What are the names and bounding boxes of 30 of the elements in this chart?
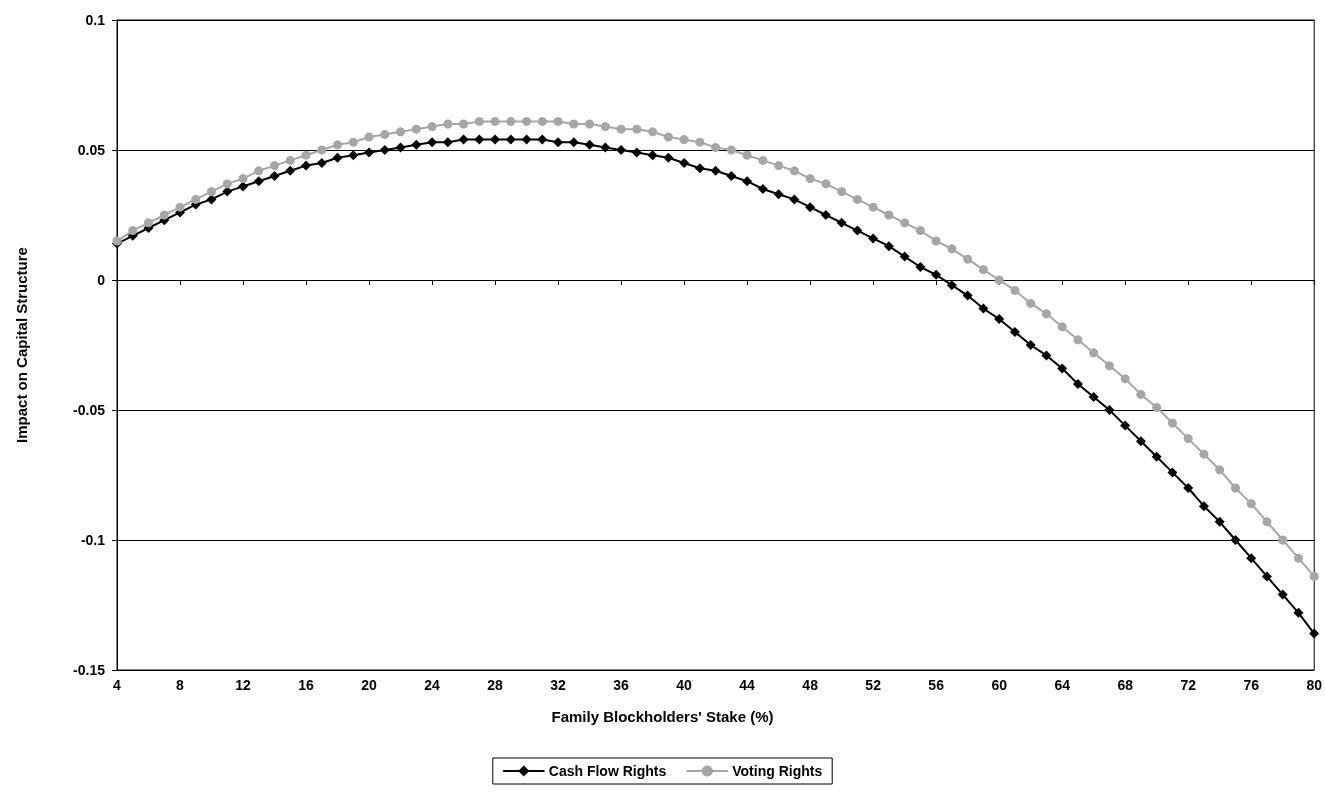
x-tick-label: 80 [1306,677,1323,693]
x-tick-label: 36 [613,677,630,693]
x-tick-label: 28 [487,677,504,693]
x-tick-label: 60 [991,677,1008,693]
y-tick-label: 0.1 [85,12,106,28]
x-tick-label: 8 [176,677,185,693]
x-tick-label: 12 [235,677,252,693]
x-tick-label: 68 [1117,677,1134,693]
x-tick-label: 4 [113,677,122,693]
y-tick-label: 0 [97,272,106,288]
x-tick-label: 44 [739,677,756,693]
y-tick-label: -0.1 [80,532,106,548]
x-tick-label: 56 [928,677,945,693]
x-tick-label: 72 [1180,677,1197,693]
y-tick-label: -0.15 [73,662,106,678]
x-tick-label: 48 [802,677,819,693]
x-axis-title: Family Blockholders' Stake (%) [551,708,774,725]
x-tick-label: 52 [865,677,882,693]
x-tick-label: 64 [1054,677,1071,693]
legend-label: Voting Rights [732,763,823,779]
x-tick-label: 40 [676,677,693,693]
x-tick-label: 24 [424,677,441,693]
x-tick-label: 20 [361,677,378,693]
y-axis-title: Impact on Capital Structure [13,247,30,443]
x-tick-label: 16 [298,677,315,693]
x-tick-label: 32 [550,677,567,693]
y-tick-label: 0.05 [77,142,106,158]
legend-label: Cash Flow Rights [548,763,667,779]
y-tick-label: -0.05 [73,402,106,418]
x-tick-label: 76 [1243,677,1260,693]
